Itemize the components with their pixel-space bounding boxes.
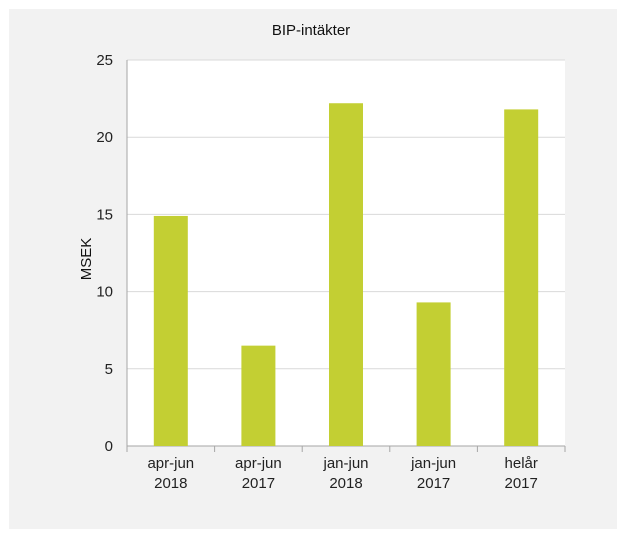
bar <box>416 302 451 446</box>
bar-chart: BIP-intäkter MSEK 0 5 10 15 20 25 apr-jun 2018 a… <box>78 22 566 492</box>
chart-frame: BIP-intäkter MSEK 0 5 10 15 20 25 apr-jun 2018 a… <box>9 9 617 529</box>
x-tick-label: 2017 <box>242 475 275 492</box>
x-tick-label: 2018 <box>329 475 362 492</box>
bar <box>241 345 276 446</box>
x-tick-label: 2018 <box>154 475 187 492</box>
x-tick-label: apr-jun <box>147 455 194 472</box>
y-tick-label: 10 <box>96 284 113 301</box>
y-tick-label: 5 <box>105 361 113 378</box>
y-tick-label: 25 <box>96 52 113 69</box>
bar <box>504 109 539 447</box>
y-axis-label: MSEK <box>78 238 95 281</box>
chart-title: BIP-intäkter <box>272 22 350 39</box>
bar <box>153 215 188 446</box>
y-tick-label: 15 <box>96 206 113 223</box>
x-tick-label: 2017 <box>505 475 538 492</box>
x-tick-label: helår <box>505 455 538 472</box>
x-tick-label: jan-jun <box>410 455 456 472</box>
bar <box>329 103 363 447</box>
plot-area: 0 5 10 15 20 25 apr-jun 2018 apr-jun 2017 jan-jun 2… <box>96 52 566 492</box>
x-tick-label: jan-jun <box>322 455 368 472</box>
y-tick-label: 0 <box>105 438 113 455</box>
x-tick-label: 2017 <box>417 475 450 492</box>
y-tick-label: 20 <box>96 129 113 146</box>
x-tick-label: apr-jun <box>235 455 282 472</box>
